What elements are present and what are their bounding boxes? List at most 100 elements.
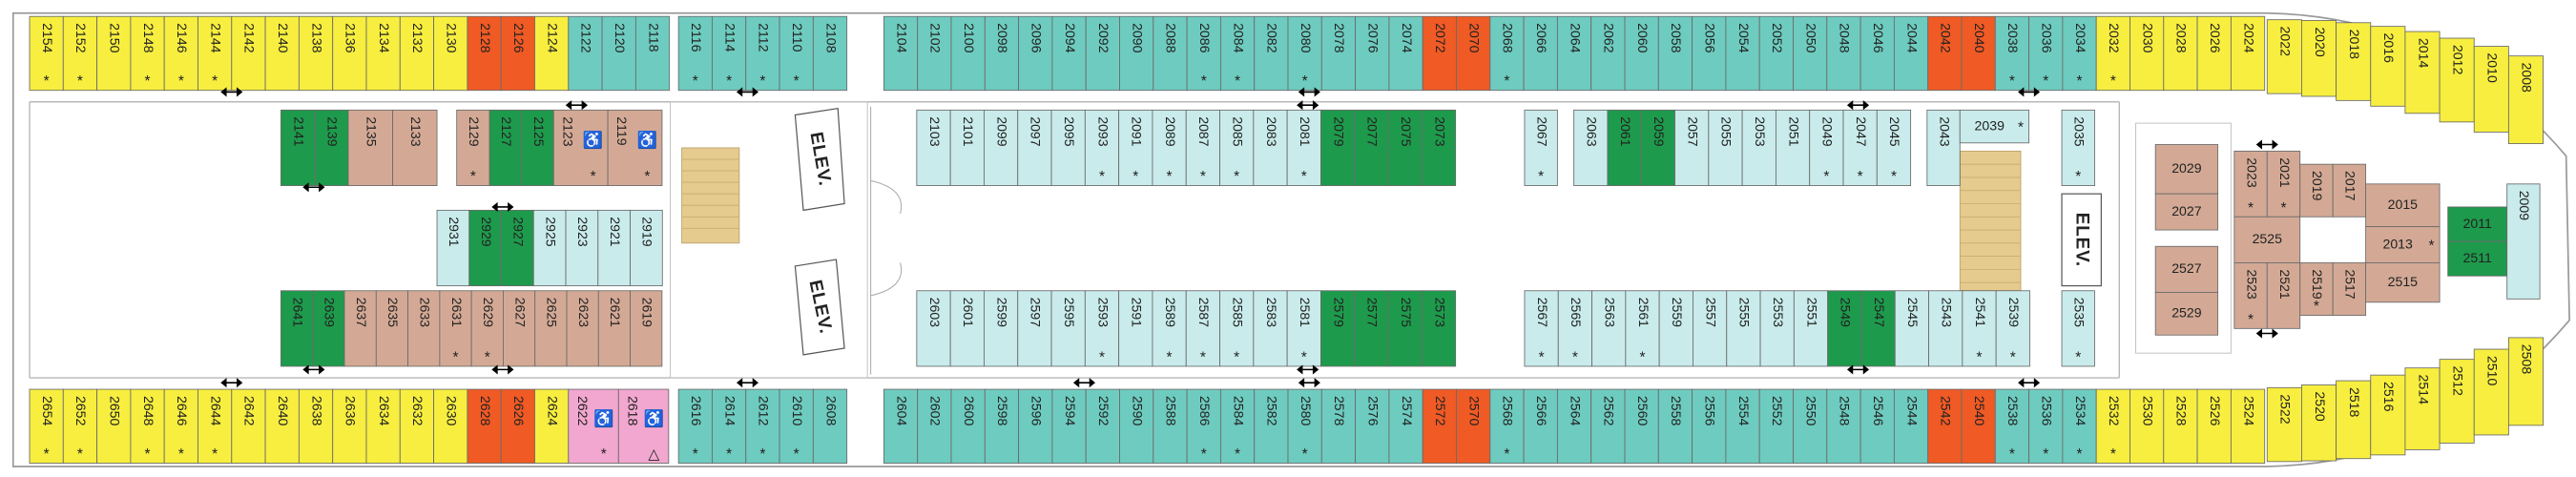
cabin-number: 2079 xyxy=(1331,116,1346,147)
cabin xyxy=(2266,386,2302,463)
cabin xyxy=(1254,15,1289,92)
cabin xyxy=(501,209,534,287)
cabin-number: 2046 xyxy=(1871,23,1886,53)
cabin-note: * xyxy=(485,349,490,365)
cabin xyxy=(2365,183,2441,228)
cabin xyxy=(1556,388,1592,464)
cabin xyxy=(1959,109,2030,144)
cabin-note: * xyxy=(1572,349,1578,365)
cabin-number: 2044 xyxy=(1904,23,1920,53)
cabin xyxy=(916,109,951,186)
cabin xyxy=(197,15,233,92)
cabin-number: 2057 xyxy=(1685,116,1700,147)
cabin-note: * xyxy=(145,73,151,90)
cabin-number: 2599 xyxy=(994,298,1009,328)
elevator xyxy=(2061,193,2102,287)
cabin xyxy=(745,15,780,92)
cabin-number: 2633 xyxy=(417,298,432,328)
cabin-number: 2094 xyxy=(1063,23,1078,53)
cabin-number: 2096 xyxy=(1029,23,1045,53)
cabin-number: 2034 xyxy=(2073,23,2088,53)
cabin-note: △ xyxy=(648,446,659,463)
cabin xyxy=(1961,388,1996,464)
cabin xyxy=(1489,388,1525,464)
cabin-number: 2052 xyxy=(1770,23,1785,53)
cabin-number: 2019 xyxy=(2310,171,2325,201)
cabin-number: 2517 xyxy=(2343,269,2358,300)
cabin-note: * xyxy=(2077,73,2083,90)
cabin xyxy=(1557,290,1592,367)
cabin xyxy=(1759,290,1795,367)
cabin xyxy=(534,15,570,92)
cabin-number: 2015 xyxy=(2388,197,2419,212)
cabin-number: 2563 xyxy=(1602,298,1617,328)
cabin-number: 2048 xyxy=(1838,23,1853,53)
cabin xyxy=(392,109,438,186)
cabin xyxy=(1859,15,1895,92)
cabin xyxy=(314,109,349,186)
cabin-note: * xyxy=(470,169,476,185)
lobby xyxy=(670,101,868,379)
cabin-number: 2008 xyxy=(2520,63,2535,93)
cabin-note: * xyxy=(759,446,765,463)
cabin-number: 2572 xyxy=(1433,396,1448,426)
cabin-number: 2929 xyxy=(479,217,494,247)
cabin xyxy=(2365,226,2441,263)
cabin-number: 2102 xyxy=(928,23,944,53)
cabin xyxy=(407,290,441,367)
cabin-note: * xyxy=(2043,446,2048,463)
cabin-number: 2136 xyxy=(343,23,359,53)
cabin-number: 2085 xyxy=(1230,116,1245,147)
cabin-note: * xyxy=(794,73,800,90)
cabin xyxy=(332,388,367,464)
cabin-number: 2602 xyxy=(928,396,944,426)
cabin-number: 2018 xyxy=(2347,30,2362,60)
cabin-number: 2639 xyxy=(322,298,338,328)
cabin-number: 2636 xyxy=(343,396,359,426)
cabin-number: 2126 xyxy=(511,23,527,53)
cabin xyxy=(566,290,599,367)
cabin xyxy=(1927,388,1963,464)
cabin xyxy=(1590,388,1626,464)
cabin xyxy=(1084,109,1120,186)
cabin-number: 2634 xyxy=(377,396,392,426)
cabin-number: 2029 xyxy=(2171,160,2202,176)
cabin xyxy=(312,290,345,367)
cabin-number: 2921 xyxy=(608,217,623,247)
cabin-number: 2520 xyxy=(2313,391,2328,422)
cabin xyxy=(1657,15,1693,92)
cabin xyxy=(1153,388,1188,464)
cabin-number: 2541 xyxy=(1973,298,1988,328)
cabin-number: 2098 xyxy=(995,23,1010,53)
cabin xyxy=(2404,367,2441,450)
cabin-number: 2566 xyxy=(1534,396,1549,426)
cabin-note: * xyxy=(1301,349,1307,365)
cabin-note: * xyxy=(1099,169,1105,185)
cabin xyxy=(1287,15,1322,92)
cabin-note: * xyxy=(693,446,698,463)
cabin-number: 2626 xyxy=(511,396,527,426)
cabin xyxy=(1524,290,1559,367)
cabin-note: * xyxy=(2110,73,2116,90)
cabin-number: 2035 xyxy=(2072,116,2088,147)
cabin xyxy=(1354,290,1389,367)
cabin xyxy=(130,15,165,92)
cabin-number: 2026 xyxy=(2208,23,2223,53)
cabin xyxy=(1894,290,1929,367)
cabin-number: 2576 xyxy=(1366,396,1381,426)
cabin-number: 2084 xyxy=(1231,23,1246,53)
cabin-number: 2045 xyxy=(1887,116,1902,147)
cabin xyxy=(1185,109,1220,186)
cabin xyxy=(365,388,401,464)
cabin-number: 2635 xyxy=(385,298,401,328)
cabin xyxy=(1422,388,1457,464)
cabin-number: 2545 xyxy=(1905,298,1921,328)
cabin-note: * xyxy=(44,73,50,90)
cabin xyxy=(532,209,567,287)
cabin xyxy=(1524,109,1558,186)
cabin xyxy=(280,290,314,367)
cabin-number: 2551 xyxy=(1804,298,1819,328)
cabin-number: 2642 xyxy=(242,396,258,426)
cabin-number: 2543 xyxy=(1939,298,1954,328)
